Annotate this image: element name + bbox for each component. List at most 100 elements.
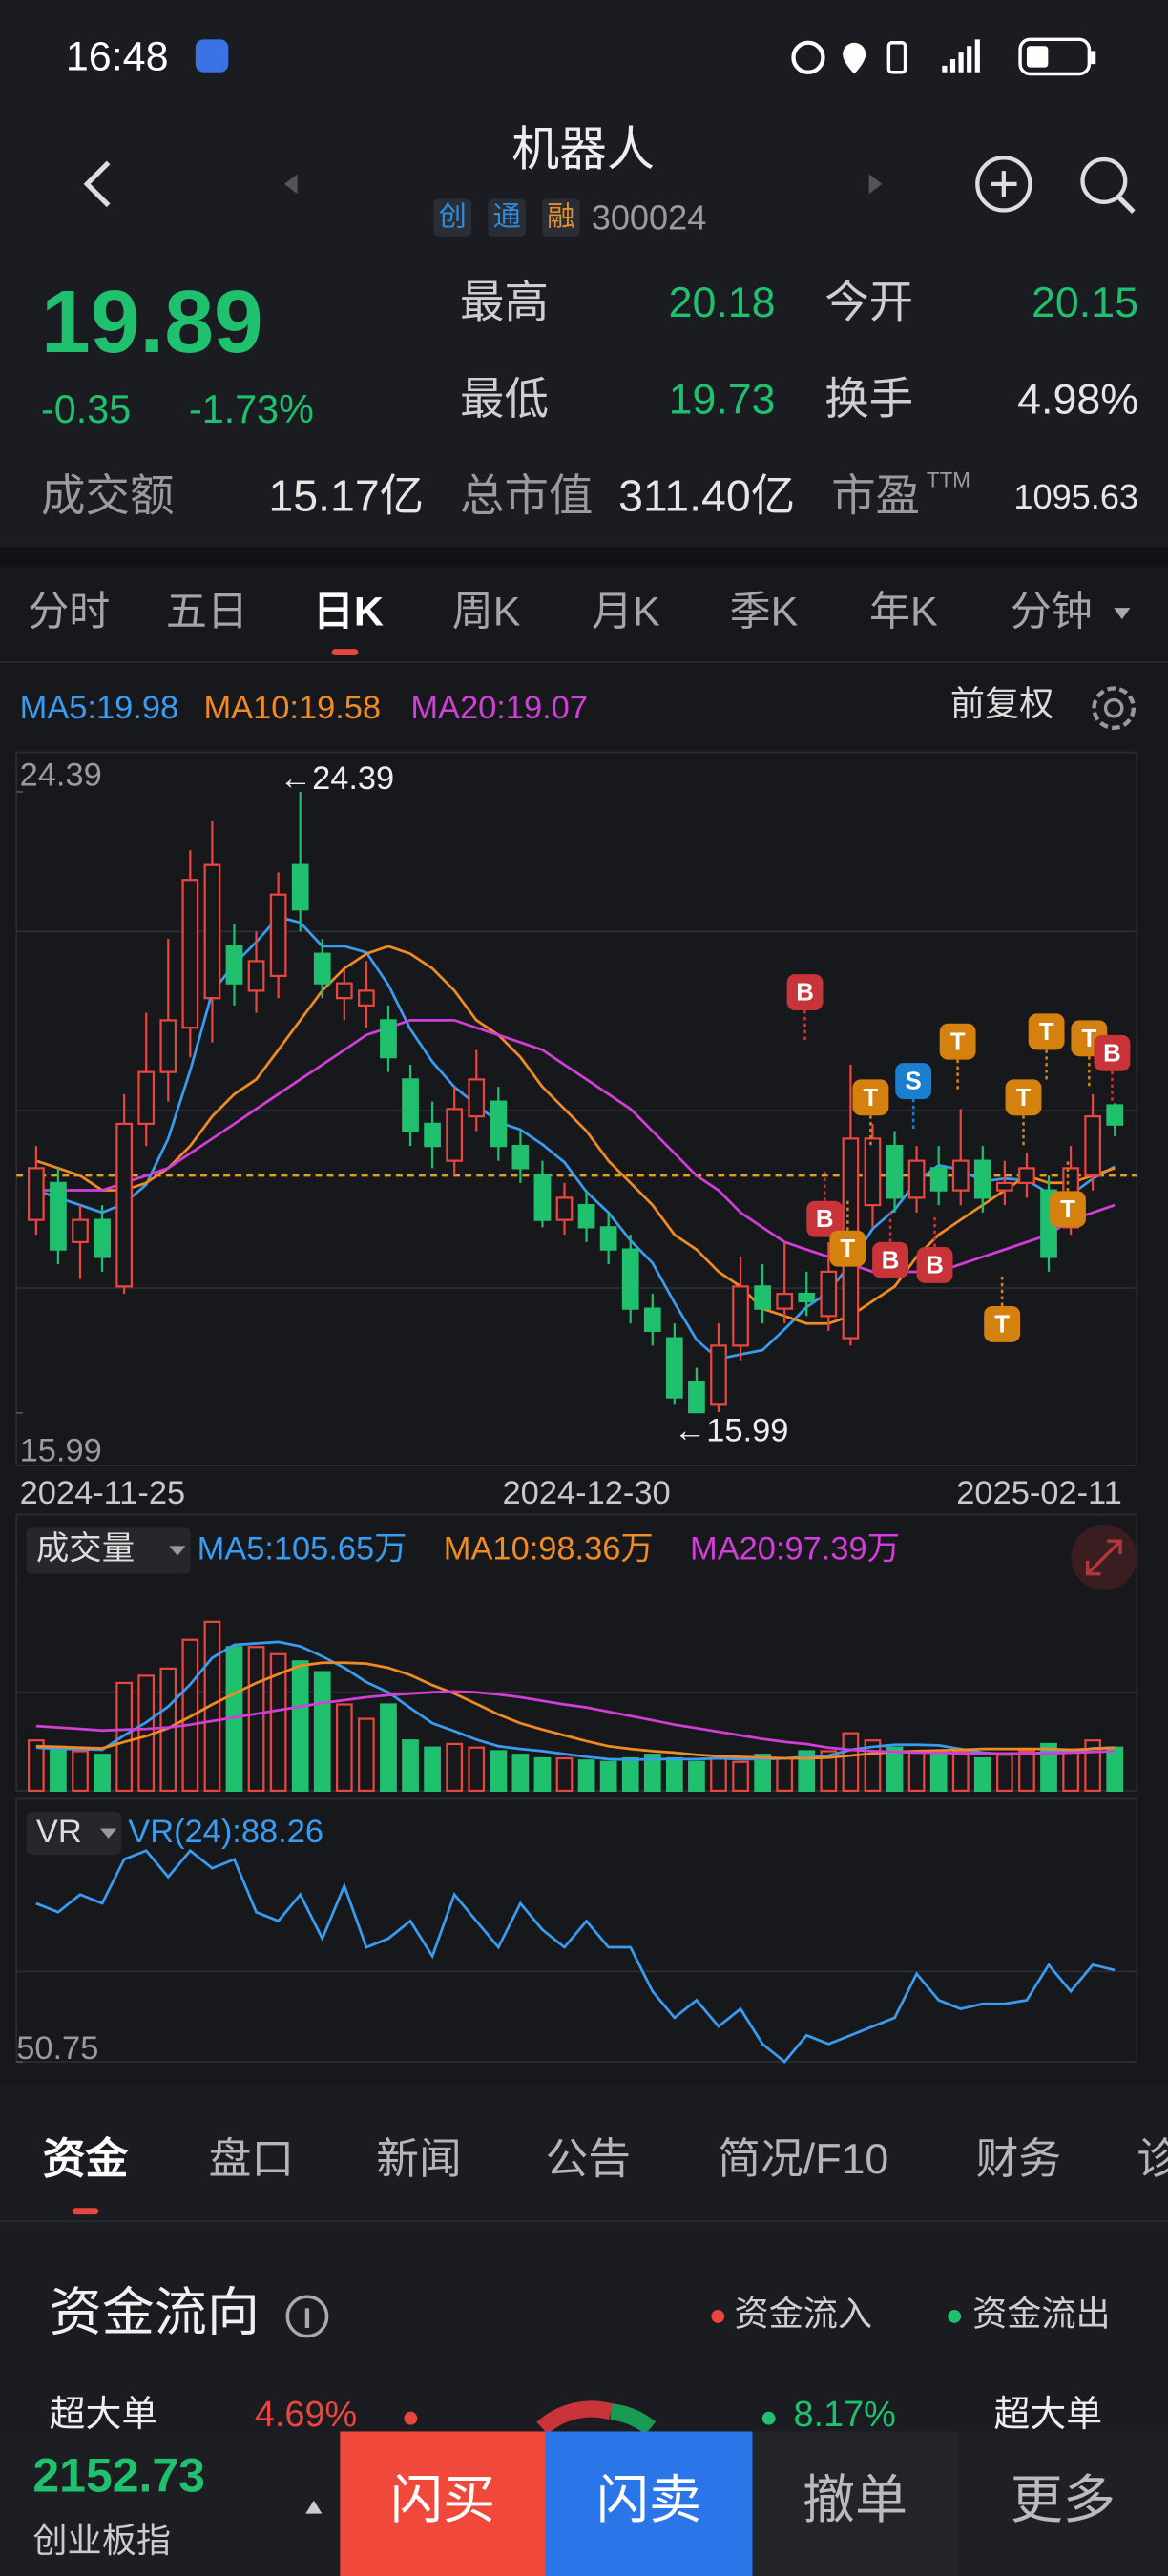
volume-bar <box>951 1750 970 1793</box>
dropdown-arrow[interactable] <box>100 1828 117 1839</box>
x-tick-label: 2024-12-30 <box>503 1475 671 1511</box>
candle-body <box>996 1181 1013 1192</box>
volume-bar <box>577 1759 595 1793</box>
volume-bar <box>50 1746 67 1793</box>
signal-label: T <box>1039 1019 1054 1046</box>
candle-body <box>72 1218 89 1243</box>
info-tab[interactable]: 诊 <box>1137 2135 1168 2183</box>
volume-bar <box>555 1756 574 1793</box>
info-tab[interactable]: 资金 <box>43 2135 129 2183</box>
signal-label: B <box>1103 1040 1121 1067</box>
period-tab[interactable]: 日K <box>313 589 384 634</box>
volume-frame <box>15 1513 1138 1792</box>
period-tab[interactable]: 五日 <box>166 589 248 634</box>
legend-dot <box>711 2310 725 2323</box>
dropdown-arrow[interactable] <box>1114 608 1131 620</box>
volume-selector[interactable] <box>26 1527 191 1574</box>
action-button[interactable] <box>957 2431 1168 2576</box>
action-button[interactable] <box>752 2431 958 2576</box>
chart-panel <box>0 567 1168 2087</box>
battery-icon <box>1018 37 1092 76</box>
candle-body <box>446 1108 464 1162</box>
bar-cover <box>0 2431 341 2576</box>
adjust-button[interactable]: 前复权 <box>950 684 1053 723</box>
index-value[interactable]: 2152.73 <box>32 2449 204 2503</box>
signal-badge <box>916 1246 953 1283</box>
signal-badge <box>852 1079 889 1116</box>
tab-indicator <box>72 2208 99 2215</box>
volume-bar <box>754 1754 771 1793</box>
candle-body <box>247 960 265 992</box>
period-tab[interactable]: 月K <box>592 589 660 634</box>
prev-stock[interactable] <box>283 174 298 195</box>
tag-box <box>488 198 526 237</box>
legend-entry: MA10:98.36万 <box>444 1531 654 1568</box>
candle-body <box>291 863 309 911</box>
candle-body <box>754 1285 771 1310</box>
period-tab[interactable]: 分钟 <box>1011 589 1093 634</box>
back-button[interactable] <box>83 160 111 208</box>
period-tab[interactable]: 周K <box>452 589 521 634</box>
signal-label: S <box>906 1069 922 1095</box>
action-label[interactable]: 撤单 <box>803 2470 907 2529</box>
candle-body <box>643 1307 661 1332</box>
volume-bar <box>72 1750 89 1793</box>
info-tab[interactable]: 简况/F10 <box>718 2135 888 2183</box>
volume-bar <box>424 1746 441 1793</box>
candle-body <box>490 1100 508 1148</box>
volume-bar <box>313 1671 331 1793</box>
candle-body <box>203 863 221 1000</box>
panel-title[interactable]: 成交量 <box>36 1531 135 1568</box>
action-label[interactable]: 闪买 <box>390 2470 495 2529</box>
panel-title[interactable]: VR <box>36 1814 82 1850</box>
period-tab[interactable]: 季K <box>730 589 799 634</box>
stat-label: 最高 <box>460 278 549 327</box>
stat-value: 1095.63 <box>1013 477 1138 516</box>
signal-label: B <box>796 980 814 1007</box>
dropdown-arrow[interactable] <box>169 1546 186 1556</box>
stat-label: 市盈 <box>831 471 920 521</box>
period-tab[interactable]: 年K <box>869 589 938 634</box>
add-button[interactable] <box>975 156 1032 213</box>
tab-indicator <box>331 649 359 656</box>
action-button[interactable] <box>545 2431 753 2576</box>
next-stock[interactable] <box>868 174 883 195</box>
volume-bar <box>380 1703 397 1793</box>
candle-body <box>28 1167 45 1221</box>
stat-label: 成交额 <box>41 471 174 521</box>
volume-bar <box>996 1754 1013 1793</box>
volume-bar <box>688 1760 705 1793</box>
period-tab[interactable]: 分时 <box>28 589 110 634</box>
info-tab[interactable]: 盘口 <box>209 2135 294 2183</box>
candle-body <box>621 1248 639 1310</box>
info-tab[interactable]: 财务 <box>976 2135 1061 2183</box>
action-label[interactable]: 更多 <box>1011 2470 1116 2529</box>
vr-selector[interactable] <box>26 1812 122 1856</box>
volume-bar <box>665 1756 683 1793</box>
candle-body <box>951 1159 970 1192</box>
candle-body <box>269 893 287 978</box>
candle-body <box>225 945 243 985</box>
expand-button[interactable] <box>1071 1524 1137 1590</box>
volume-bar <box>1062 1750 1079 1793</box>
candle-body <box>94 1218 111 1258</box>
info-tab[interactable]: 公告 <box>546 2135 631 2183</box>
candle-body <box>402 1078 419 1132</box>
search-button[interactable] <box>1080 156 1136 214</box>
action-button[interactable] <box>340 2431 546 2576</box>
candle-body <box>1106 1104 1124 1126</box>
candle-body <box>864 1137 882 1207</box>
info-icon[interactable] <box>285 2295 329 2338</box>
ma-line <box>35 1690 1116 1755</box>
candle-body <box>115 1122 134 1288</box>
expand-arrow[interactable] <box>305 2500 323 2514</box>
volume-bar <box>468 1746 486 1793</box>
index-name[interactable]: 创业板指 <box>32 2521 171 2560</box>
info-tab[interactable]: 新闻 <box>376 2135 461 2183</box>
settings-icon[interactable] <box>1092 686 1136 730</box>
stat-label-sup: TTM <box>927 467 970 491</box>
volume-bar <box>269 1652 287 1793</box>
flow-value: 8.17% <box>793 2395 895 2435</box>
action-label[interactable]: 闪卖 <box>596 2470 701 2529</box>
